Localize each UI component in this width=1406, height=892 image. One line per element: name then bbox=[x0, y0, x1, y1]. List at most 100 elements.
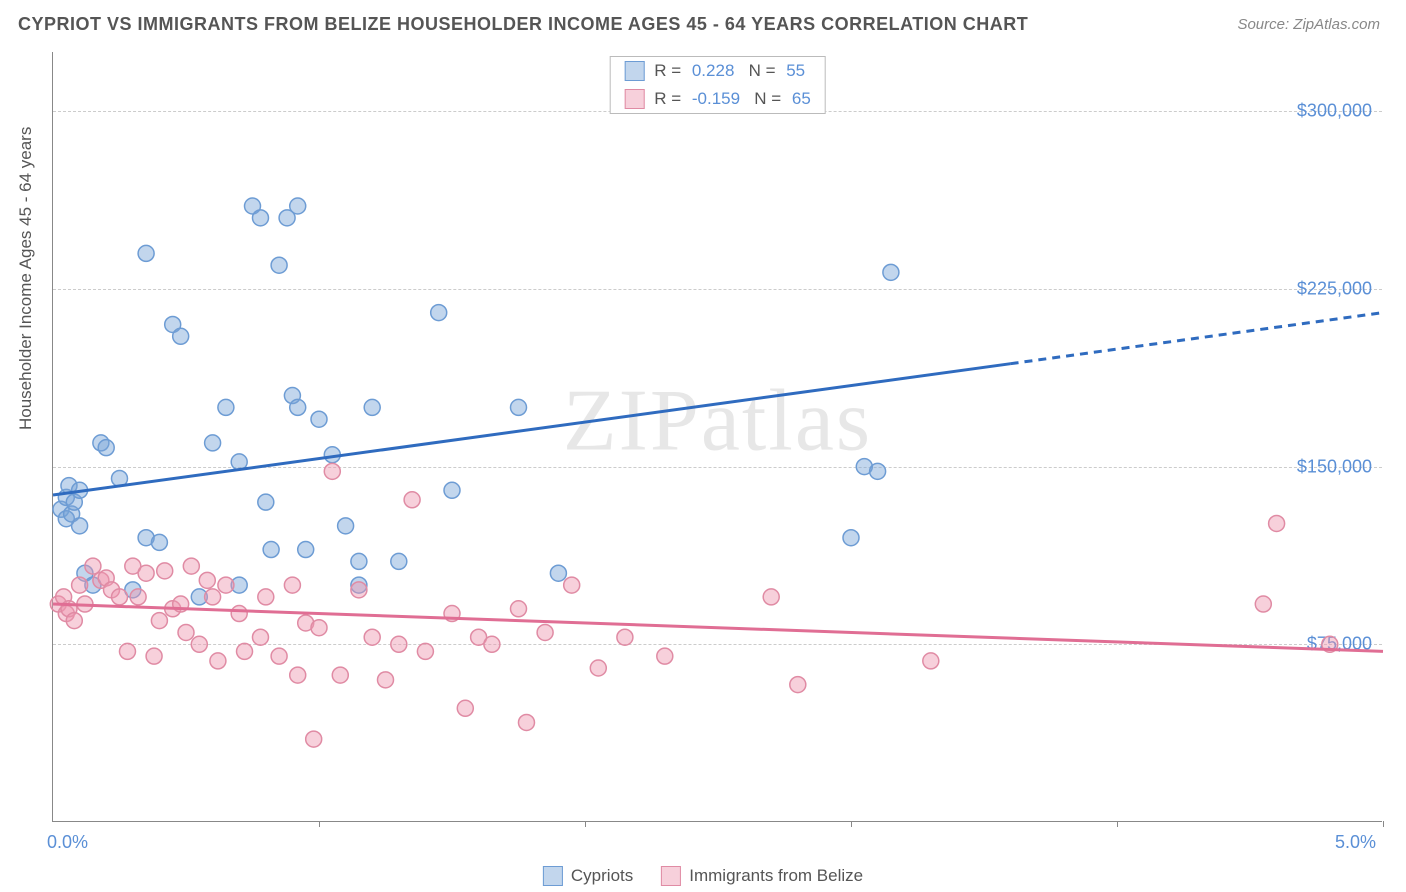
scatter-point bbox=[1269, 515, 1285, 531]
scatter-point bbox=[290, 399, 306, 415]
scatter-point bbox=[112, 589, 128, 605]
scatter-point bbox=[391, 636, 407, 652]
scatter-point bbox=[258, 494, 274, 510]
scatter-point bbox=[763, 589, 779, 605]
scatter-point bbox=[85, 558, 101, 574]
bottom-legend: Cypriots Immigrants from Belize bbox=[543, 866, 863, 886]
legend-item: Immigrants from Belize bbox=[661, 866, 863, 886]
scatter-point bbox=[271, 257, 287, 273]
legend-swatch bbox=[543, 866, 563, 886]
scatter-point bbox=[151, 613, 167, 629]
stats-legend-row: R = -0.159 N = 65 bbox=[610, 85, 825, 113]
scatter-point bbox=[870, 463, 886, 479]
scatter-point bbox=[271, 648, 287, 664]
scatter-plot-svg bbox=[53, 52, 1382, 821]
scatter-point bbox=[258, 589, 274, 605]
scatter-point bbox=[1255, 596, 1271, 612]
scatter-point bbox=[138, 565, 154, 581]
scatter-point bbox=[550, 565, 566, 581]
scatter-point bbox=[417, 643, 433, 659]
scatter-point bbox=[564, 577, 580, 593]
stats-text: R = 0.228 N = 55 bbox=[654, 61, 805, 81]
scatter-point bbox=[252, 629, 268, 645]
scatter-point bbox=[218, 577, 234, 593]
stats-legend-row: R = 0.228 N = 55 bbox=[610, 57, 825, 85]
scatter-point bbox=[237, 643, 253, 659]
scatter-point bbox=[590, 660, 606, 676]
x-tick bbox=[851, 821, 852, 827]
x-axis-min-label: 0.0% bbox=[47, 832, 88, 853]
scatter-point bbox=[205, 435, 221, 451]
scatter-point bbox=[138, 245, 154, 261]
scatter-point bbox=[98, 440, 114, 456]
scatter-point bbox=[178, 624, 194, 640]
scatter-point bbox=[173, 328, 189, 344]
scatter-point bbox=[351, 582, 367, 598]
scatter-point bbox=[298, 542, 314, 558]
scatter-point bbox=[883, 264, 899, 280]
scatter-point bbox=[457, 700, 473, 716]
stats-legend-box: R = 0.228 N = 55 R = -0.159 N = 65 bbox=[609, 56, 826, 114]
scatter-point bbox=[311, 620, 327, 636]
legend-swatch bbox=[624, 61, 644, 81]
scatter-point bbox=[290, 198, 306, 214]
regression-line bbox=[53, 364, 1011, 495]
legend-item: Cypriots bbox=[543, 866, 633, 886]
scatter-point bbox=[444, 482, 460, 498]
legend-swatch bbox=[661, 866, 681, 886]
scatter-point bbox=[157, 563, 173, 579]
scatter-point bbox=[306, 731, 322, 747]
scatter-point bbox=[537, 624, 553, 640]
scatter-point bbox=[72, 577, 88, 593]
chart-plot-area: ZIPatlas $75,000$150,000$225,000$300,000… bbox=[52, 52, 1382, 822]
scatter-point bbox=[332, 667, 348, 683]
scatter-point bbox=[311, 411, 327, 427]
scatter-point bbox=[338, 518, 354, 534]
scatter-point bbox=[518, 714, 534, 730]
scatter-point bbox=[252, 210, 268, 226]
x-tick bbox=[1383, 821, 1384, 827]
scatter-point bbox=[199, 572, 215, 588]
scatter-point bbox=[790, 677, 806, 693]
scatter-point bbox=[431, 305, 447, 321]
scatter-point bbox=[391, 553, 407, 569]
source-label: Source: ZipAtlas.com bbox=[1237, 16, 1380, 33]
scatter-point bbox=[210, 653, 226, 669]
scatter-point bbox=[231, 606, 247, 622]
scatter-point bbox=[183, 558, 199, 574]
scatter-point bbox=[404, 492, 420, 508]
scatter-point bbox=[119, 643, 135, 659]
scatter-point bbox=[378, 672, 394, 688]
scatter-point bbox=[66, 613, 82, 629]
scatter-point bbox=[484, 636, 500, 652]
scatter-point bbox=[843, 530, 859, 546]
y-axis-label: Householder Income Ages 45 - 64 years bbox=[16, 127, 36, 430]
chart-title: CYPRIOT VS IMMIGRANTS FROM BELIZE HOUSEH… bbox=[18, 14, 1028, 35]
scatter-point bbox=[72, 518, 88, 534]
scatter-point bbox=[511, 399, 527, 415]
legend-label: Cypriots bbox=[571, 866, 633, 886]
scatter-point bbox=[290, 667, 306, 683]
scatter-point bbox=[657, 648, 673, 664]
scatter-point bbox=[151, 534, 167, 550]
x-tick bbox=[1117, 821, 1118, 827]
scatter-point bbox=[191, 636, 207, 652]
legend-label: Immigrants from Belize bbox=[689, 866, 863, 886]
scatter-point bbox=[617, 629, 633, 645]
scatter-point bbox=[218, 399, 234, 415]
legend-swatch bbox=[624, 89, 644, 109]
regression-line bbox=[53, 604, 1383, 651]
scatter-point bbox=[263, 542, 279, 558]
x-axis-max-label: 5.0% bbox=[1335, 832, 1376, 853]
scatter-point bbox=[324, 463, 340, 479]
scatter-point bbox=[130, 589, 146, 605]
x-tick bbox=[585, 821, 586, 827]
scatter-point bbox=[364, 399, 380, 415]
regression-line-dashed bbox=[1011, 313, 1383, 364]
scatter-point bbox=[205, 589, 221, 605]
scatter-point bbox=[351, 553, 367, 569]
x-tick bbox=[319, 821, 320, 827]
scatter-point bbox=[923, 653, 939, 669]
stats-text: R = -0.159 N = 65 bbox=[654, 89, 811, 109]
scatter-point bbox=[284, 577, 300, 593]
